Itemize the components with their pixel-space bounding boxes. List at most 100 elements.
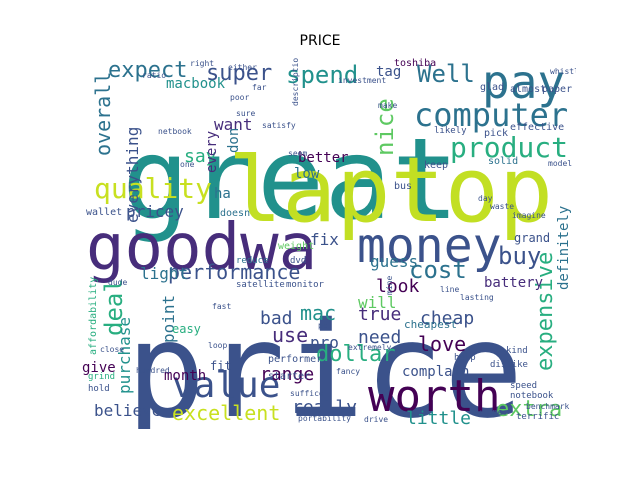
word-cheapest: cheapest [404,318,457,331]
word-need: need [358,327,401,348]
word-paper: paper [542,84,572,95]
word-lasting: lasting [460,293,494,302]
word-satellite: satellite [236,280,285,290]
word-dude: dude [108,278,127,287]
word-expect: expect [108,58,187,83]
word-close: close [100,345,124,354]
word-guess: guess [370,252,418,271]
word-pay: pay [482,58,565,109]
word-notebook: notebook [510,391,554,401]
word-really: really [292,397,357,418]
word-affordability: affordability [88,277,99,355]
word-bad: bad [260,308,293,329]
word-great: great [122,115,459,245]
word-fix: fix [310,230,339,249]
word-description: description [291,58,300,106]
word-dvd: dvd [290,256,306,266]
word-sure: sure [236,109,255,118]
word-kind: kind [506,346,528,356]
word-true: true [358,304,401,325]
word-waste: waste [490,202,514,211]
word-benchmark: benchmark [526,402,570,411]
word-reduce: reduce [236,256,269,266]
word-laptop: laptop [228,138,553,243]
word-starter: starter [268,371,310,382]
word-say: say [184,146,217,167]
word-poor: poor [230,93,249,102]
word-look: look [376,276,420,297]
word-mine: mine [385,276,394,295]
word-wallet: wallet [86,207,122,218]
word-performer: performer [268,354,322,365]
word-little: little [406,408,471,429]
word-day: day [478,194,493,203]
word-every: every [204,131,220,173]
word-cheap: cheap [420,308,474,329]
word-better: better [298,150,349,166]
word-expensive: expensive [533,252,558,371]
word-weight: weight [278,241,314,252]
word-complain: complain [402,364,469,380]
word-imagine: imagine [512,211,546,220]
word-goodwa: goodwa [86,211,317,285]
word-solid: solid [488,156,518,167]
word-believe: believe [94,401,161,420]
word-nice: nice [371,98,399,156]
word-winner: winner [476,408,509,418]
word-loop: loop [208,341,227,350]
word-product: product [450,131,568,164]
word-dislike: dislike [490,360,528,370]
word-computer: computer [414,96,568,134]
word-pro: pro [310,333,339,352]
word-far: far [252,83,267,92]
word-either: either [228,63,257,72]
chart-title: PRICE [299,33,341,49]
word-seem: seem [288,149,307,158]
word-extremely: extremely [348,343,392,352]
word-performance: performance [168,260,300,284]
word-model: model [548,159,572,168]
word-line: line [440,285,459,294]
word-pricey: pricey [126,202,184,221]
word-right: right [190,59,214,68]
word-everything: everything [123,127,142,223]
word-satisfy: satisfy [262,121,296,130]
word-money: money [357,218,502,274]
word-drive: drive [364,415,388,424]
word-pc: pc [318,321,328,330]
word-battery: battery [484,275,543,291]
word-monitor: monitor [286,280,325,290]
word-one: one [180,160,195,169]
word-month: month [164,368,206,384]
word-pick: pick [484,128,508,139]
word-will: will [358,293,397,312]
word-range: range [260,364,314,385]
word-use: use [272,323,308,347]
word-fit: fit [210,359,232,373]
word-bus: bus [394,181,412,192]
word-toshiba: toshiba [394,58,436,69]
word-ratio: ratio [142,71,166,80]
word-purchase: purchase [115,317,134,394]
word-doesn: doesn [220,208,250,219]
word-speed: speed [510,381,537,391]
word-effective: effective [510,122,564,133]
word-grind: grind [88,372,115,382]
word-grand: grand [514,231,550,245]
word-well: Well [417,60,475,88]
word-worth: worth [368,371,500,422]
word-easy: easy [172,322,201,336]
word-suffice: suffice [290,389,324,398]
word-almost: almost [510,84,546,95]
word-light: light [140,264,188,283]
word-macbook: macbook [166,76,226,92]
word-investment: investment [338,76,386,85]
word-deal: deal [100,278,128,336]
word-hold: hold [88,384,110,394]
word-excellent: excellent [172,401,280,425]
word-buy: buy [498,242,541,270]
word-don: don [226,128,242,153]
word-love: love [418,332,466,356]
